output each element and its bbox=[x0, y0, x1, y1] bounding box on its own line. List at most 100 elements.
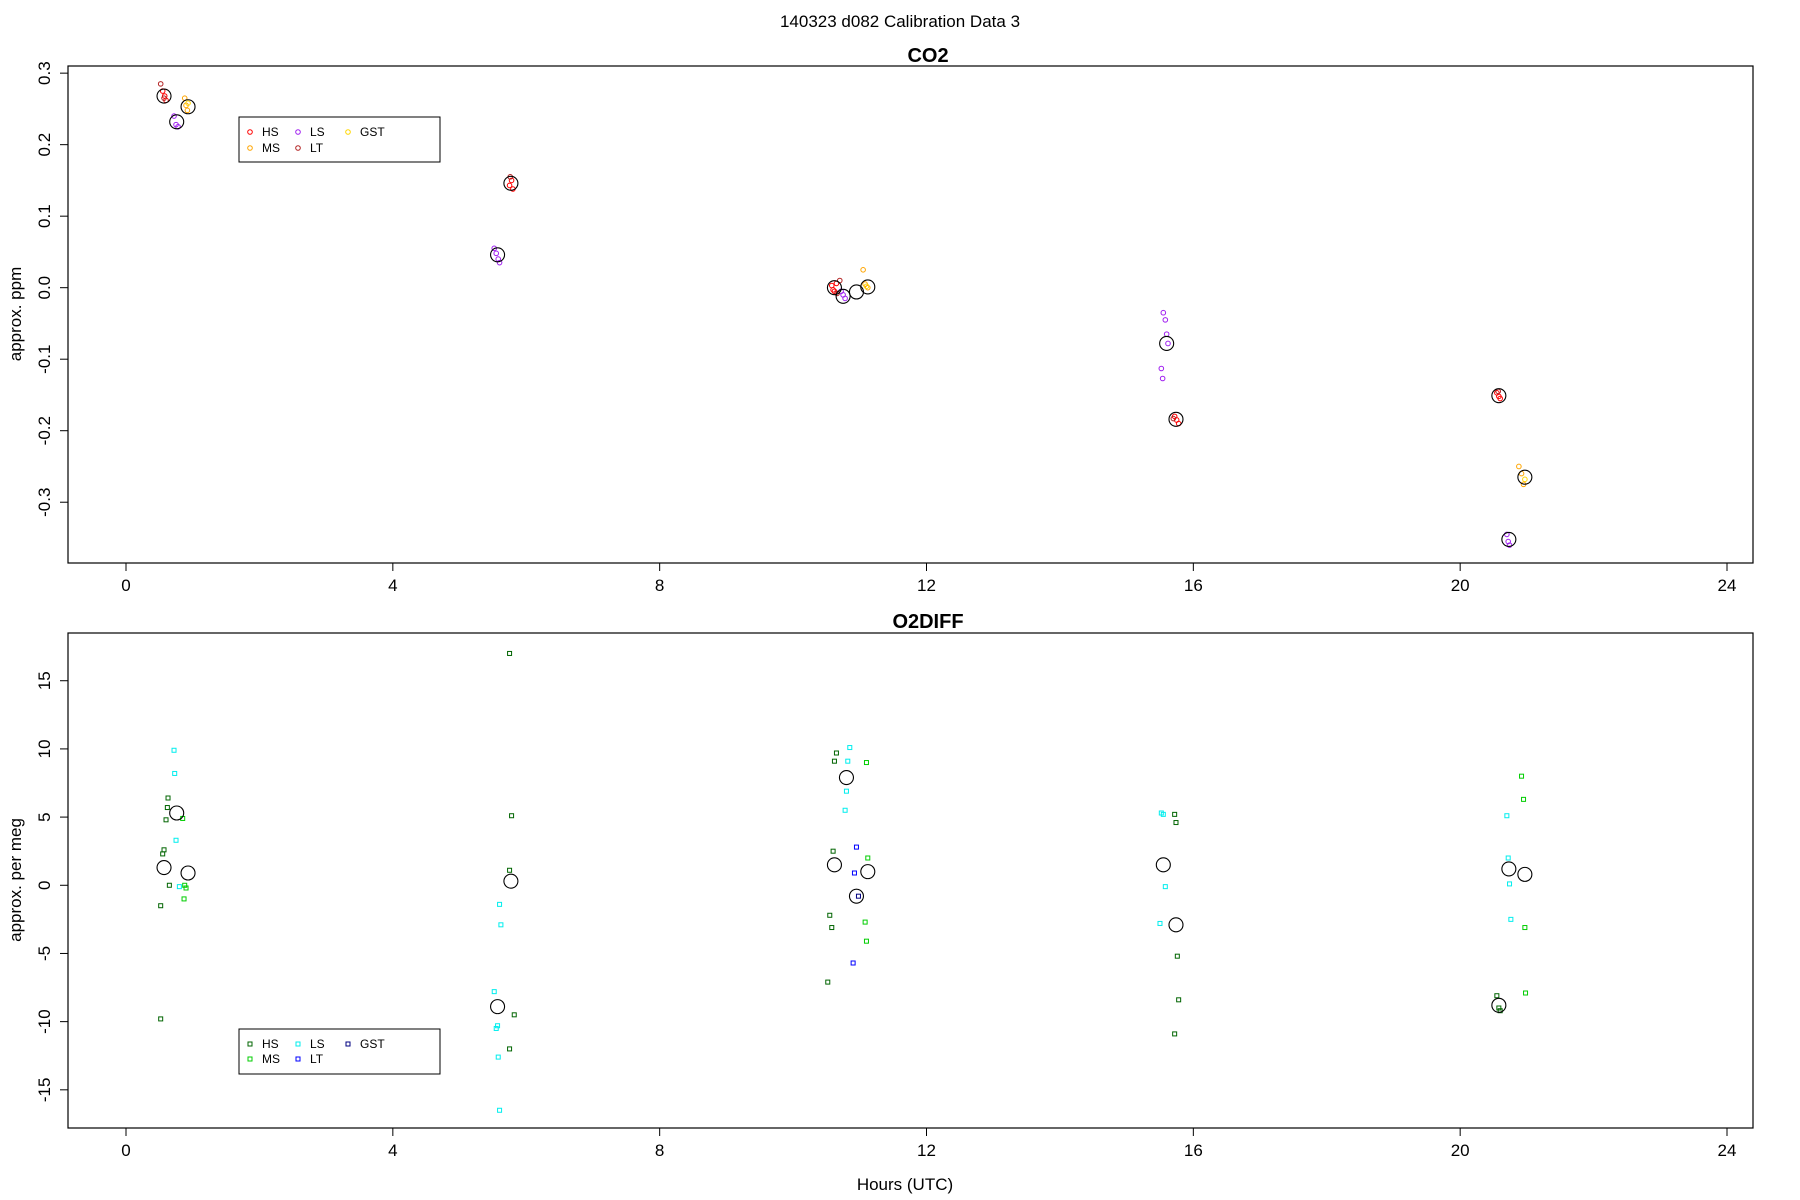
data-point-ls bbox=[1505, 538, 1511, 545]
data-point-lt bbox=[157, 81, 164, 87]
data-point-ls bbox=[843, 788, 849, 794]
legend-marker-hs bbox=[247, 1041, 253, 1047]
mean-point bbox=[1491, 997, 1507, 1013]
panel-co2: CO2 approx. ppm 0 4 8 12 16 20 24 0.3 0.2 0.1 0.0… bbox=[6, 45, 1754, 595]
mean-point bbox=[1501, 861, 1517, 877]
data-point-hs bbox=[830, 287, 836, 293]
y-tick-label: -0.3 bbox=[35, 488, 54, 517]
data-point-hs bbox=[827, 912, 833, 918]
data-point-hs bbox=[507, 650, 513, 656]
data-point-ms bbox=[1519, 773, 1525, 779]
data-point-hs bbox=[1172, 1031, 1178, 1037]
legend-label-ls: LS bbox=[310, 125, 325, 139]
plot-frame-o2diff bbox=[67, 632, 1754, 1129]
y-tick-label: 10 bbox=[35, 739, 54, 758]
data-point-gst bbox=[1522, 476, 1528, 483]
data-point-ls bbox=[1159, 375, 1166, 382]
data-point-lt bbox=[851, 870, 857, 876]
data-point-ls bbox=[842, 807, 848, 813]
data-point-ls bbox=[496, 259, 503, 266]
data-point-lt bbox=[834, 290, 840, 297]
legend-marker-ls bbox=[295, 1041, 301, 1047]
data-point-hs bbox=[509, 813, 515, 819]
legend-label-gst: GST bbox=[360, 1037, 385, 1051]
data-point-ls bbox=[1163, 331, 1170, 337]
mean-point bbox=[860, 279, 876, 295]
data-point-ms bbox=[184, 107, 191, 114]
data-point-gst bbox=[863, 283, 870, 290]
data-point-ms bbox=[862, 919, 868, 925]
data-point-hs bbox=[165, 795, 171, 801]
mean-point bbox=[169, 805, 185, 821]
data-point-ms bbox=[860, 267, 866, 273]
x-tick-label: 8 bbox=[655, 1141, 664, 1160]
data-point-hs bbox=[833, 750, 839, 756]
legend-marker-ms bbox=[247, 145, 253, 151]
data-point-hs bbox=[1172, 811, 1178, 817]
data-point-gst bbox=[185, 100, 191, 106]
data-point-lt bbox=[1170, 415, 1177, 422]
data-point-gst bbox=[855, 893, 861, 899]
legend-marker-ms bbox=[247, 1056, 253, 1062]
mean-point bbox=[1517, 866, 1533, 882]
data-point-lt bbox=[161, 95, 167, 101]
data-point-ls bbox=[491, 989, 497, 995]
legend-box-o2diff bbox=[238, 1028, 441, 1075]
x-tick-label: 8 bbox=[655, 576, 664, 595]
data-point-ms bbox=[865, 855, 871, 861]
mean-point bbox=[503, 873, 519, 889]
legend-label-ms: MS bbox=[262, 141, 280, 155]
data-point-hs bbox=[160, 851, 166, 857]
legend-marker-gst bbox=[345, 1041, 351, 1047]
legend-label-lt: LT bbox=[310, 1052, 324, 1066]
mean-point bbox=[848, 284, 865, 300]
mean-point bbox=[848, 888, 865, 904]
data-point-ls bbox=[1504, 813, 1510, 819]
figure-title: 140323 d082 Calibration Data 3 bbox=[779, 12, 1021, 31]
data-point-ls bbox=[173, 837, 179, 843]
data-point-ls bbox=[1506, 542, 1513, 548]
panel-title-o2diff: O2DIFF bbox=[892, 611, 963, 633]
mean-point bbox=[1491, 388, 1507, 404]
data-point-hs bbox=[511, 1012, 517, 1018]
x-axis-label: Hours (UTC) bbox=[857, 1175, 953, 1194]
data-point-hs bbox=[166, 882, 172, 888]
data-point-hs bbox=[507, 1046, 513, 1052]
mean-point bbox=[1168, 917, 1184, 933]
data-point-ms bbox=[863, 760, 869, 766]
x-tick-label: 24 bbox=[1718, 1141, 1737, 1160]
mean-point bbox=[490, 247, 506, 263]
x-axis-o2diff: 0 4 8 12 16 20 24 bbox=[121, 1128, 1736, 1160]
mean-point bbox=[860, 864, 876, 880]
y-tick-label: 0.1 bbox=[35, 204, 54, 228]
x-tick-label: 12 bbox=[917, 1141, 936, 1160]
x-tick-label: 24 bbox=[1718, 576, 1737, 595]
data-point-ls bbox=[497, 901, 503, 907]
data-point-ls bbox=[176, 884, 182, 890]
legend-label-lt: LT bbox=[310, 141, 324, 155]
x-tick-label: 16 bbox=[1184, 576, 1203, 595]
data-point-ms bbox=[183, 885, 189, 891]
y-axis-o2diff: 15 10 5 0 -5 -10 -15 bbox=[35, 671, 68, 1102]
data-point-ls bbox=[495, 1054, 501, 1060]
legend-marker-gst bbox=[345, 129, 351, 135]
x-tick-label: 20 bbox=[1451, 1141, 1470, 1160]
legend-label-ms: MS bbox=[262, 1052, 280, 1066]
x-tick-label: 4 bbox=[388, 1141, 397, 1160]
data-point-ls bbox=[1165, 340, 1171, 347]
legend-marker-lt bbox=[295, 145, 301, 151]
data-point-ls bbox=[1507, 881, 1513, 887]
legend-marker-hs bbox=[247, 129, 253, 135]
mean-point bbox=[826, 857, 842, 873]
data-point-hs bbox=[163, 817, 169, 823]
data-point-hs bbox=[1174, 953, 1180, 959]
legend-marker-lt bbox=[295, 1056, 301, 1062]
y-tick-label: -5 bbox=[35, 946, 54, 961]
y-tick-label: 0.0 bbox=[35, 276, 54, 300]
data-point-hs bbox=[164, 805, 170, 811]
data-point-ls bbox=[495, 1023, 501, 1029]
data-point-lt bbox=[853, 844, 859, 850]
data-point-ms bbox=[1523, 990, 1529, 996]
data-point-hs bbox=[158, 1016, 164, 1022]
